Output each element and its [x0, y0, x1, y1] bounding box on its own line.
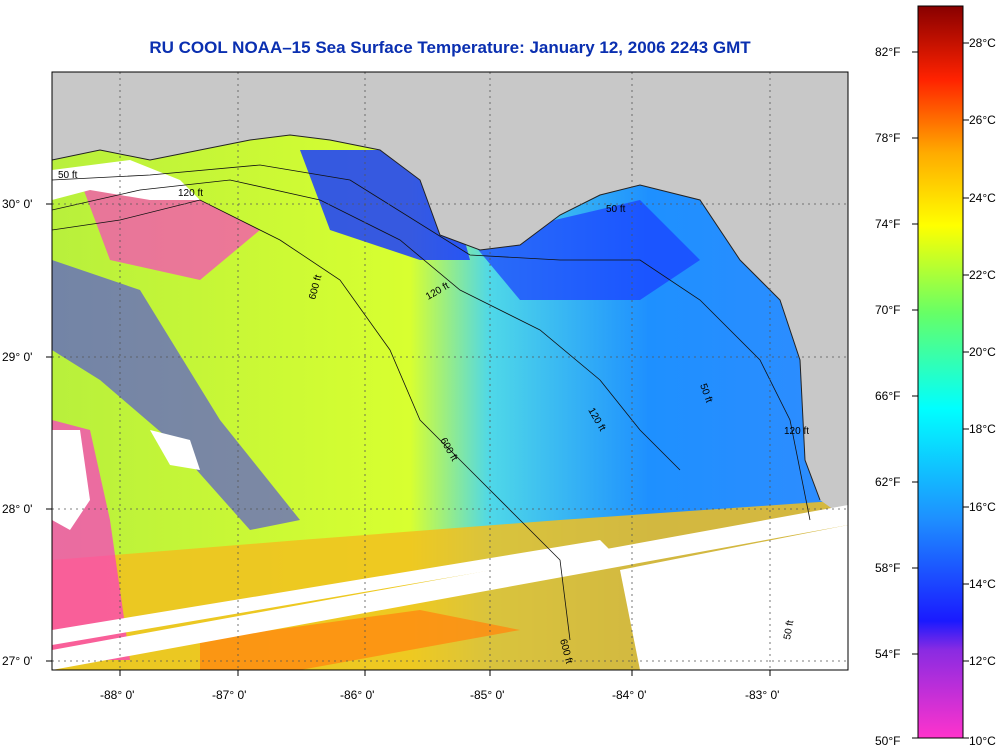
- land-mass: [52, 72, 848, 360]
- fahrenheit-label: 74°F: [875, 217, 900, 231]
- cold-water-bay: [470, 200, 700, 300]
- map-area: 50 ft 120 ft 600 ft 120 ft 50 ft 120 ft …: [52, 72, 848, 670]
- land-mass-east: [800, 360, 848, 520]
- celsius-label: 14°C: [969, 577, 996, 591]
- colorbar-gradient: [917, 5, 964, 739]
- contour-label: 120 ft: [178, 188, 203, 199]
- lon-label: -85° 0': [470, 688, 504, 702]
- map-title: RU COOL NOAA–15 Sea Surface Temperature:…: [149, 38, 751, 57]
- contour-600ft: [52, 199, 571, 641]
- fahrenheit-label: 82°F: [875, 45, 900, 59]
- coastline: [52, 134, 821, 501]
- celsius-label: 26°C: [969, 113, 996, 127]
- celsius-label: 12°C: [969, 654, 996, 668]
- swath-gap-1: [52, 505, 848, 670]
- lon-label: -83° 0': [745, 688, 779, 702]
- swath-gap-2: [52, 540, 610, 645]
- celsius-label: 24°C: [969, 191, 996, 205]
- celsius-label: 20°C: [969, 345, 996, 359]
- lon-label: -88° 0': [100, 688, 134, 702]
- fahrenheit-label: 66°F: [875, 389, 900, 403]
- contour-label: 50 ft: [782, 619, 796, 640]
- cloud-spot: [150, 430, 200, 470]
- lon-label: -84° 0': [612, 688, 646, 702]
- celsius-label: 10°C: [969, 734, 996, 748]
- celsius-label: 16°C: [969, 500, 996, 514]
- lon-label: -86° 0': [340, 688, 374, 702]
- cloud-nw: [52, 160, 200, 200]
- fahrenheit-ticks: [912, 51, 918, 739]
- cold-pink-nw: [80, 180, 260, 280]
- celsius-ticks: [963, 42, 969, 739]
- lat-label: 30° 0': [2, 197, 32, 211]
- lat-label: 27° 0': [2, 654, 32, 668]
- lat-label: 29° 0': [2, 350, 32, 364]
- fahrenheit-label: 70°F: [875, 303, 900, 317]
- celsius-label: 22°C: [969, 268, 996, 282]
- contour-label: 50 ft: [58, 170, 78, 181]
- fahrenheit-label: 62°F: [875, 475, 900, 489]
- celsius-label: 18°C: [969, 422, 996, 436]
- fahrenheit-label: 50°F: [875, 734, 900, 748]
- cloud-west: [52, 430, 90, 530]
- colorbar: 82°F 78°F 74°F 70°F 66°F 62°F 58°F 54°F …: [875, 5, 996, 748]
- contour-label: 120 ft: [784, 426, 809, 437]
- map-frame: [51, 71, 849, 671]
- celsius-label: 28°C: [969, 36, 996, 50]
- lat-label: 28° 0': [2, 502, 32, 516]
- fahrenheit-label: 78°F: [875, 131, 900, 145]
- frame-ticks: [46, 203, 771, 676]
- contour-120ft: [52, 179, 681, 471]
- warm-water-patch: [200, 610, 520, 670]
- contour-label: 50 ft: [606, 204, 626, 215]
- lon-label: -87° 0': [212, 688, 246, 702]
- fahrenheit-label: 58°F: [875, 561, 900, 575]
- graticule: [52, 72, 848, 670]
- fahrenheit-label: 54°F: [875, 647, 900, 661]
- cloud-southeast: [620, 525, 848, 670]
